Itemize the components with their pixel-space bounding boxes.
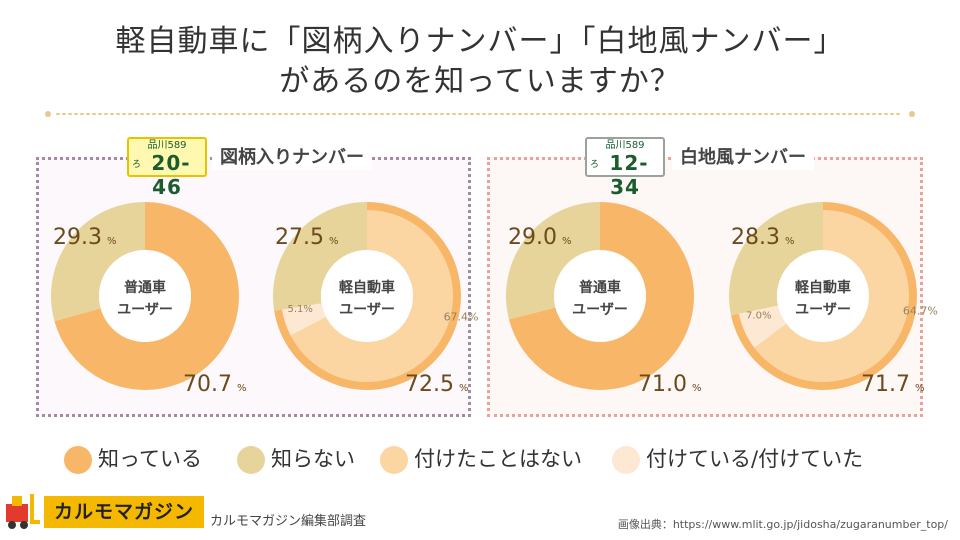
slice-never-attached [290, 210, 454, 382]
survey-credit: カルモマガジン編集部調査 [210, 514, 367, 529]
page-title: 軽自動車に「図柄入りナンバー」「白地風ナンバー」 があるのを知っていますか？ [0, 22, 960, 102]
legend-swatch-attached [612, 446, 640, 474]
plate-kana: ろ [132, 160, 142, 170]
legend-label: 知っている [98, 447, 202, 471]
data-label-never-attached: 67.4% [444, 311, 479, 324]
legend-swatch-dont-know [237, 446, 265, 474]
slice-never-attached [754, 210, 909, 382]
slice-dont-know [50, 202, 145, 322]
center-label-line-1: 軽自動車 [795, 279, 851, 296]
data-label-know: 72.5 [405, 372, 454, 397]
legend-label: 付けている/付けていた [646, 447, 864, 471]
footer: カルモマガジン カルモマガジン編集部調査 画像出典：https://www.ml… [0, 492, 960, 540]
data-label-know: 71.0 [638, 372, 687, 397]
legend-item-know: 知っている [64, 444, 202, 474]
unit-label-dont-know: % [107, 236, 117, 247]
panel-title-design: 図柄入りナンバー [212, 146, 372, 170]
title-line-1: 軽自動車に「図柄入りナンバー」「白地風ナンバー」 [115, 24, 845, 59]
data-label-know: 70.7 [183, 372, 232, 397]
slice-dont-know [273, 202, 367, 311]
center-label-line-2: ユーザー [572, 302, 628, 318]
legend-item-never-attached: 付けたことはない [380, 444, 582, 474]
plate-region: 品川589 [147, 140, 187, 151]
center-label-line-2: ユーザー [795, 302, 851, 318]
data-label-dont-know: 27.5 [275, 225, 324, 250]
data-label-dont-know: 29.0 [508, 225, 557, 250]
title-line-2: があるのを知っていますか？ [279, 64, 681, 99]
data-label-dont-know: 29.3 [53, 225, 102, 250]
center-label-line-2: ユーザー [339, 302, 395, 318]
forklift-logo-icon [6, 494, 40, 529]
panel-title-white: 白地風ナンバー [672, 146, 814, 170]
slice-dont-know [506, 202, 600, 320]
data-label-dont-know: 28.3 [731, 225, 780, 250]
donut-hole [554, 250, 646, 342]
slice-dont-know [728, 202, 823, 316]
data-label-attached: 5.1% [287, 304, 312, 315]
unit-label-dont-know: % [329, 236, 339, 247]
donut-hole [99, 250, 191, 342]
slice-know [54, 202, 239, 390]
data-label-know: 71.7 [861, 372, 910, 397]
legend-label: 知らない [271, 447, 355, 471]
unit-label-know: % [915, 383, 925, 394]
legend-item-attached: 付けている/付けていた [612, 444, 863, 474]
unit-label-dont-know: % [785, 236, 795, 247]
center-label-line-1: 普通車 [579, 279, 621, 296]
white-plate-image: 品川589 ろ 12-34 [585, 137, 665, 199]
center-label-line-1: 普通車 [124, 279, 166, 296]
plate-kana: ろ [590, 160, 600, 170]
center-label-line-1: 軽自動車 [339, 279, 395, 296]
slice-know [508, 202, 694, 390]
image-source: 画像出典：https://www.mlit.go.jp/jidosha/zuga… [617, 518, 948, 531]
title-separator [45, 111, 915, 117]
legend-swatch-never-attached [380, 446, 408, 474]
legend: 知っている 知らない 付けたことはない 付けている/付けていた [0, 444, 960, 474]
design-plate-image: 品川589 ろ 20-46 [127, 137, 207, 199]
plate-region: 品川589 [605, 140, 645, 151]
donut-hole [321, 250, 413, 342]
legend-swatch-know [64, 446, 92, 474]
data-label-attached: 7.0% [746, 311, 771, 322]
unit-label-know: % [237, 383, 247, 394]
data-label-never-attached: 64.7% [903, 305, 938, 318]
brand-logo: カルモマガジン [44, 496, 204, 528]
center-label-line-2: ユーザー [117, 302, 173, 318]
unit-label-know: % [692, 383, 702, 394]
plate-number: 20-46 [151, 151, 191, 199]
unit-label-know: % [459, 383, 469, 394]
slice-attached [738, 305, 787, 348]
plate-number: 12-34 [609, 151, 649, 199]
slice-attached [282, 303, 327, 336]
unit-label-dont-know: % [562, 236, 572, 247]
legend-item-dont-know: 知らない [237, 444, 355, 474]
donut-hole [777, 250, 869, 342]
legend-label: 付けたことはない [414, 447, 582, 471]
